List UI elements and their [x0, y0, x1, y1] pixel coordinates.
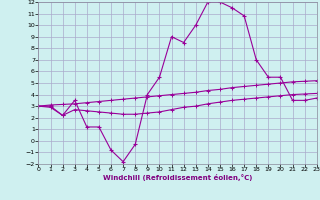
X-axis label: Windchill (Refroidissement éolien,°C): Windchill (Refroidissement éolien,°C)	[103, 174, 252, 181]
